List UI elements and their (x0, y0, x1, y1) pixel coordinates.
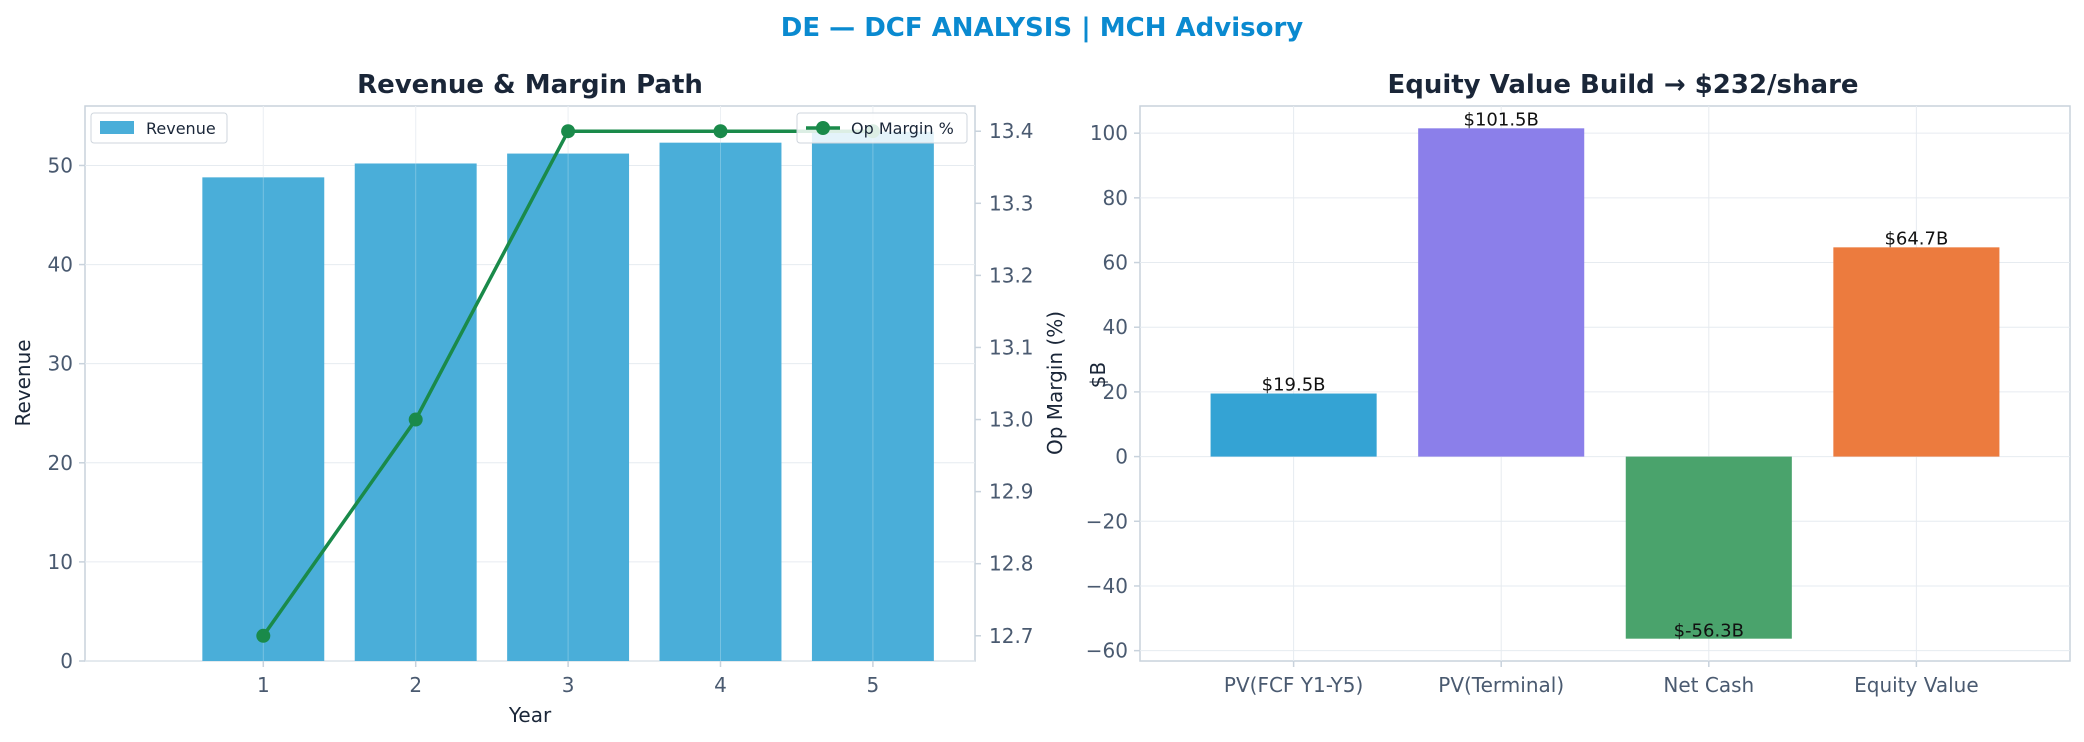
op-margin-point (256, 628, 271, 643)
revenue-legend-label: Revenue (146, 119, 216, 138)
equity-y-tick-label: 60 (1103, 251, 1128, 275)
equity-y-tick-label: 0 (1115, 445, 1128, 469)
revenue-bar (354, 163, 477, 661)
revenue-x-tick-label: 5 (867, 673, 880, 697)
revenue-bar (507, 153, 630, 662)
op-margin-legend: Op Margin % (796, 112, 968, 144)
equity-bar (1210, 393, 1377, 457)
revenue-bar (659, 142, 782, 661)
equity-x-tick-label: PV(Terminal) (1438, 673, 1564, 697)
revenue-x-tick-label: 2 (409, 673, 422, 697)
op-margin-y-tick-label: 12.8 (989, 552, 1034, 576)
revenue-y-axis-label: Revenue (11, 339, 35, 426)
equity-bar-data-label: $101.5B (1464, 109, 1539, 130)
equity-y-tick-label: 100 (1090, 121, 1128, 145)
equity-y-tick-label: 80 (1103, 186, 1128, 210)
equity-y-tick-label: −20 (1086, 509, 1128, 533)
equity-y-tick-label: 40 (1103, 315, 1128, 339)
revenue-y-tick-label: 40 (48, 253, 73, 277)
op-margin-legend-marker (816, 121, 830, 135)
equity-y-tick-label: 20 (1103, 380, 1128, 404)
equity-bar-data-label: $-56.3B (1674, 621, 1744, 642)
op-margin-y-tick-label: 13.1 (989, 335, 1034, 359)
equity-y-tick-label: −60 (1086, 639, 1128, 663)
equity-x-tick-label: Net Cash (1663, 673, 1754, 697)
revenue-chart-title: Revenue & Margin Path (357, 70, 703, 100)
op-margin-y-tick-label: 13.2 (989, 263, 1034, 287)
equity-y-tick-label: −40 (1086, 574, 1128, 598)
revenue-y-tick-label: 20 (48, 451, 73, 475)
equity-bar (1625, 456, 1792, 639)
revenue-x-tick-label: 1 (257, 673, 270, 697)
revenue-y-tick-label: 50 (48, 153, 73, 177)
revenue-y-tick-label: 0 (60, 649, 73, 673)
op-margin-y-tick-label: 13.3 (989, 191, 1034, 215)
equity-bar (1833, 247, 2000, 457)
revenue-bar (811, 131, 934, 662)
op-margin-legend-label: Op Margin % (851, 119, 954, 138)
equity-plot-area (1139, 105, 2071, 662)
revenue-x-tick-label: 4 (714, 673, 727, 697)
op-margin-y-tick-label: 13.4 (989, 119, 1034, 143)
op-margin-y-axis-label: Op Margin (%) (1043, 311, 1067, 455)
equity-y-axis-label: $B (1086, 362, 1110, 388)
op-margin-y-tick-label: 12.7 (989, 624, 1034, 648)
equity-bar-data-label: $19.5B (1262, 375, 1326, 396)
revenue-x-axis-label: Year (508, 703, 552, 727)
revenue-y-tick-label: 30 (48, 352, 73, 376)
equity-bar (1418, 128, 1585, 457)
equity-chart-title: Equity Value Build → $232/share (1387, 70, 1858, 100)
equity-x-tick-label: Equity Value (1854, 673, 1979, 697)
op-margin-point (713, 124, 728, 139)
op-margin-point (408, 412, 423, 427)
revenue-legend-swatch (100, 121, 134, 134)
figure-suptitle: DE — DCF ANALYSIS | MCH Advisory (781, 13, 1304, 43)
op-margin-y-tick-label: 13.0 (989, 408, 1034, 432)
revenue-y-tick-label: 10 (48, 550, 73, 574)
equity-value-chart: Equity Value Build → $232/share −60 −40 −2… (1086, 70, 2071, 697)
op-margin-point (561, 124, 576, 139)
revenue-legend: Revenue (90, 112, 228, 144)
equity-x-tick-label: PV(FCF Y1-Y5) (1224, 673, 1363, 697)
revenue-x-tick-label: 3 (562, 673, 575, 697)
op-margin-y-tick-label: 12.9 (989, 480, 1034, 504)
equity-bar-data-label: $64.7B (1884, 228, 1948, 249)
